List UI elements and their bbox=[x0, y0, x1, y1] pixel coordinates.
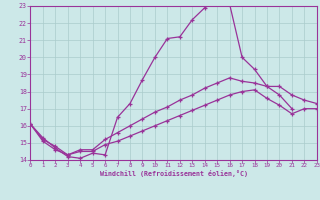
X-axis label: Windchill (Refroidissement éolien,°C): Windchill (Refroidissement éolien,°C) bbox=[100, 170, 248, 177]
